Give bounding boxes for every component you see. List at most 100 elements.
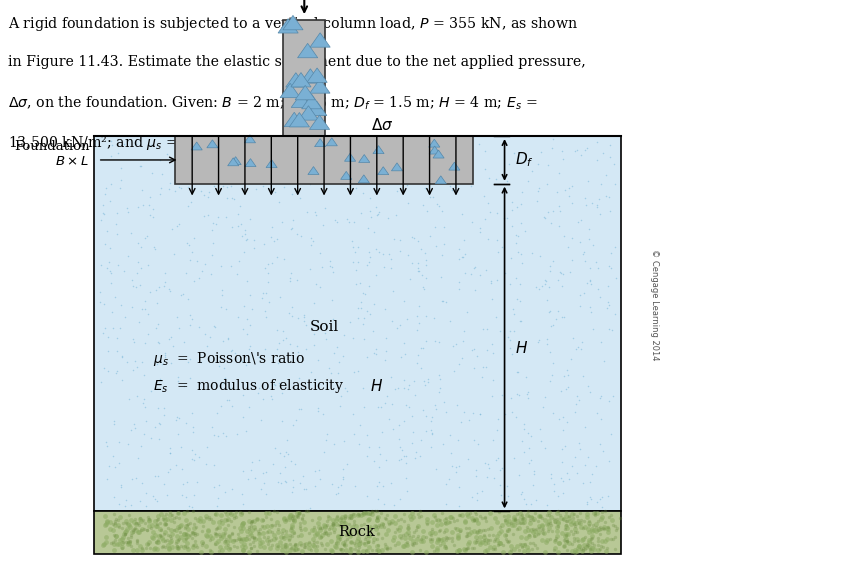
- Point: [606, 520, 620, 529]
- Point: [107, 416, 121, 426]
- Point: [453, 510, 467, 519]
- Point: [325, 536, 338, 545]
- Point: [150, 521, 164, 531]
- Point: [609, 525, 623, 535]
- Point: [239, 235, 252, 245]
- Point: [352, 313, 366, 323]
- Point: [130, 362, 144, 372]
- Point: [439, 408, 453, 417]
- Point: [354, 520, 367, 529]
- Point: [274, 537, 287, 546]
- Point: [200, 541, 213, 551]
- Point: [358, 334, 371, 343]
- Point: [520, 510, 534, 519]
- Point: [188, 540, 201, 549]
- Point: [230, 512, 243, 522]
- Point: [220, 509, 234, 518]
- Point: [500, 214, 513, 223]
- Point: [502, 526, 515, 535]
- Point: [179, 269, 193, 278]
- Point: [254, 415, 268, 424]
- Point: [382, 414, 395, 424]
- Point: [285, 525, 298, 534]
- Point: [309, 207, 322, 217]
- Point: [589, 526, 603, 535]
- Point: [527, 532, 541, 541]
- Point: [257, 178, 270, 188]
- Point: [140, 526, 154, 535]
- Point: [116, 534, 129, 544]
- Point: [469, 510, 483, 519]
- Point: [185, 507, 199, 516]
- Point: [579, 194, 592, 203]
- Point: [529, 283, 542, 292]
- Point: [457, 137, 471, 147]
- Point: [454, 526, 468, 535]
- Point: [303, 503, 316, 512]
- Point: [177, 338, 190, 347]
- Point: [430, 520, 444, 529]
- Point: [130, 392, 144, 401]
- Point: [293, 539, 307, 548]
- Point: [103, 266, 116, 276]
- Point: [430, 545, 444, 555]
- Point: [247, 235, 261, 245]
- Polygon shape: [191, 142, 202, 150]
- Point: [380, 544, 394, 553]
- Point: [396, 541, 410, 551]
- Point: [336, 352, 349, 361]
- Point: [162, 467, 175, 477]
- Point: [241, 532, 254, 541]
- Point: [538, 213, 552, 222]
- Point: [222, 544, 235, 554]
- Point: [434, 374, 447, 383]
- Point: [486, 545, 500, 554]
- Point: [480, 472, 494, 481]
- Point: [593, 292, 607, 302]
- Point: [129, 474, 143, 483]
- Point: [497, 511, 511, 521]
- Point: [565, 461, 579, 471]
- Point: [478, 191, 491, 201]
- Point: [384, 264, 398, 273]
- Point: [485, 391, 499, 400]
- Point: [303, 265, 316, 274]
- Point: [119, 518, 133, 528]
- Point: [140, 232, 154, 241]
- Point: [224, 181, 238, 191]
- Point: [143, 537, 156, 546]
- Point: [180, 521, 194, 530]
- Point: [507, 309, 521, 319]
- Point: [222, 396, 235, 405]
- Point: [117, 139, 131, 149]
- Point: [416, 526, 430, 535]
- Point: [602, 457, 615, 466]
- Point: [104, 179, 117, 188]
- Point: [600, 544, 614, 553]
- Point: [214, 510, 228, 519]
- Point: [118, 529, 132, 539]
- Point: [500, 516, 513, 525]
- Point: [551, 518, 564, 527]
- Point: [434, 515, 447, 525]
- Point: [571, 515, 585, 524]
- Point: [153, 419, 167, 429]
- Point: [411, 531, 425, 541]
- Point: [221, 515, 235, 525]
- Point: [292, 347, 305, 356]
- Point: [196, 517, 210, 526]
- Point: [433, 370, 446, 379]
- Point: [109, 514, 122, 524]
- Point: [110, 531, 123, 541]
- Point: [244, 341, 258, 350]
- Point: [333, 402, 347, 411]
- Point: [610, 523, 624, 532]
- Point: [576, 544, 590, 553]
- Point: [204, 269, 218, 279]
- Point: [265, 541, 279, 550]
- Point: [379, 514, 393, 523]
- Point: [413, 151, 427, 160]
- Point: [132, 527, 145, 537]
- Point: [511, 294, 524, 303]
- Point: [270, 252, 284, 262]
